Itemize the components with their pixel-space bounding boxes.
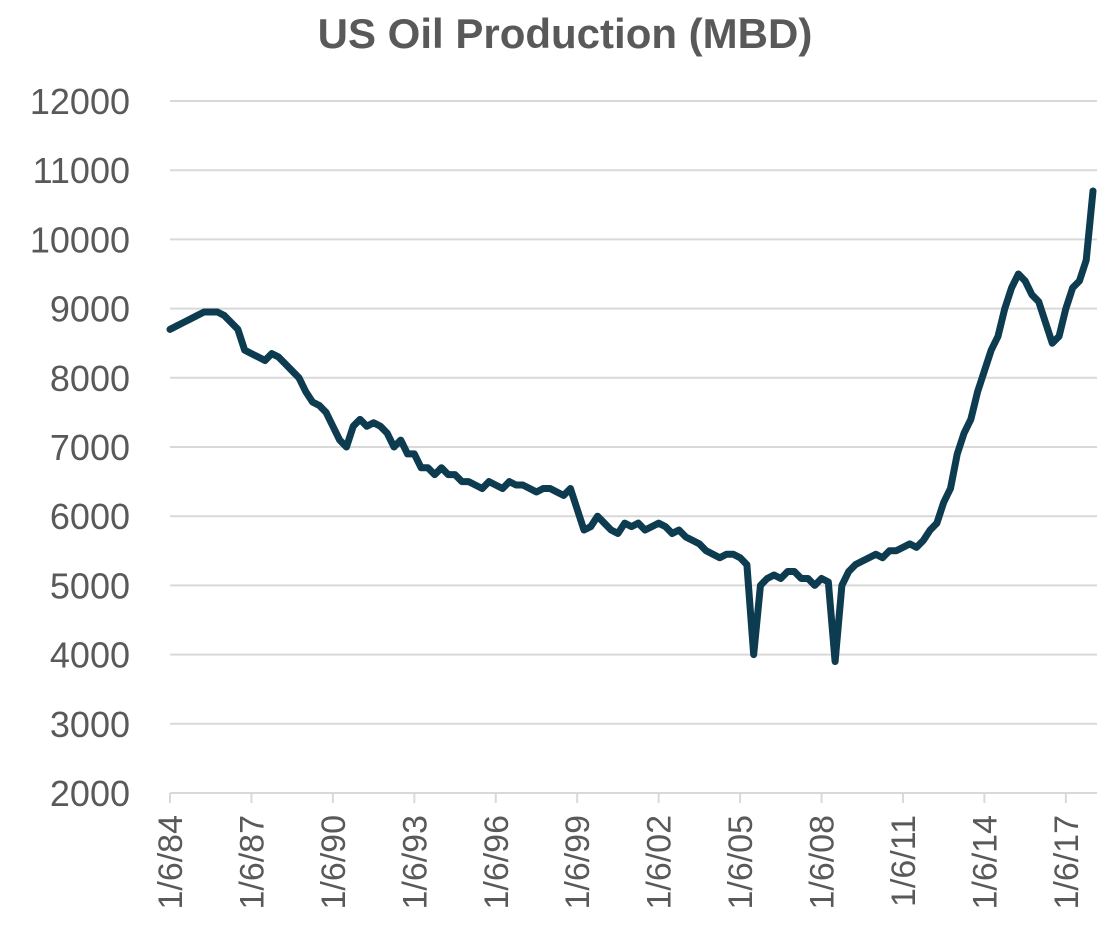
x-tick-label: 1/6/99 (559, 815, 597, 910)
x-tick-label: 1/6/14 (966, 815, 1004, 910)
x-tick-label: 1/6/11 (885, 815, 923, 907)
y-tick-label: 8000 (50, 358, 130, 399)
x-tick-label: 1/6/84 (152, 815, 190, 910)
chart-title: US Oil Production (MBD) (318, 10, 813, 57)
y-tick-label: 10000 (30, 219, 130, 260)
x-tick-label: 1/6/93 (396, 815, 434, 910)
y-tick-label: 6000 (50, 496, 130, 537)
line (166, 187, 1097, 666)
y-tick-label: 2000 (50, 773, 130, 814)
x-tick-label: 1/6/05 (722, 815, 760, 910)
x-tick-label: 1/6/02 (641, 815, 679, 910)
y-tick-label: 7000 (50, 427, 130, 468)
y-tick-label: 9000 (50, 289, 130, 330)
x-tick-label: 1/6/96 (478, 815, 516, 910)
x-tick-label: 1/6/17 (1048, 815, 1086, 910)
x-tick-label: 1/6/87 (233, 815, 271, 910)
y-tick-label: 5000 (50, 565, 130, 606)
y-tick-label: 11000 (33, 150, 130, 191)
x-tick-label: 1/6/08 (804, 815, 842, 910)
x-tick-label: 1/6/90 (315, 815, 353, 910)
y-tick-label: 4000 (50, 635, 130, 676)
y-tick-label: 12000 (30, 81, 130, 122)
y-tick-label: 3000 (50, 704, 130, 745)
